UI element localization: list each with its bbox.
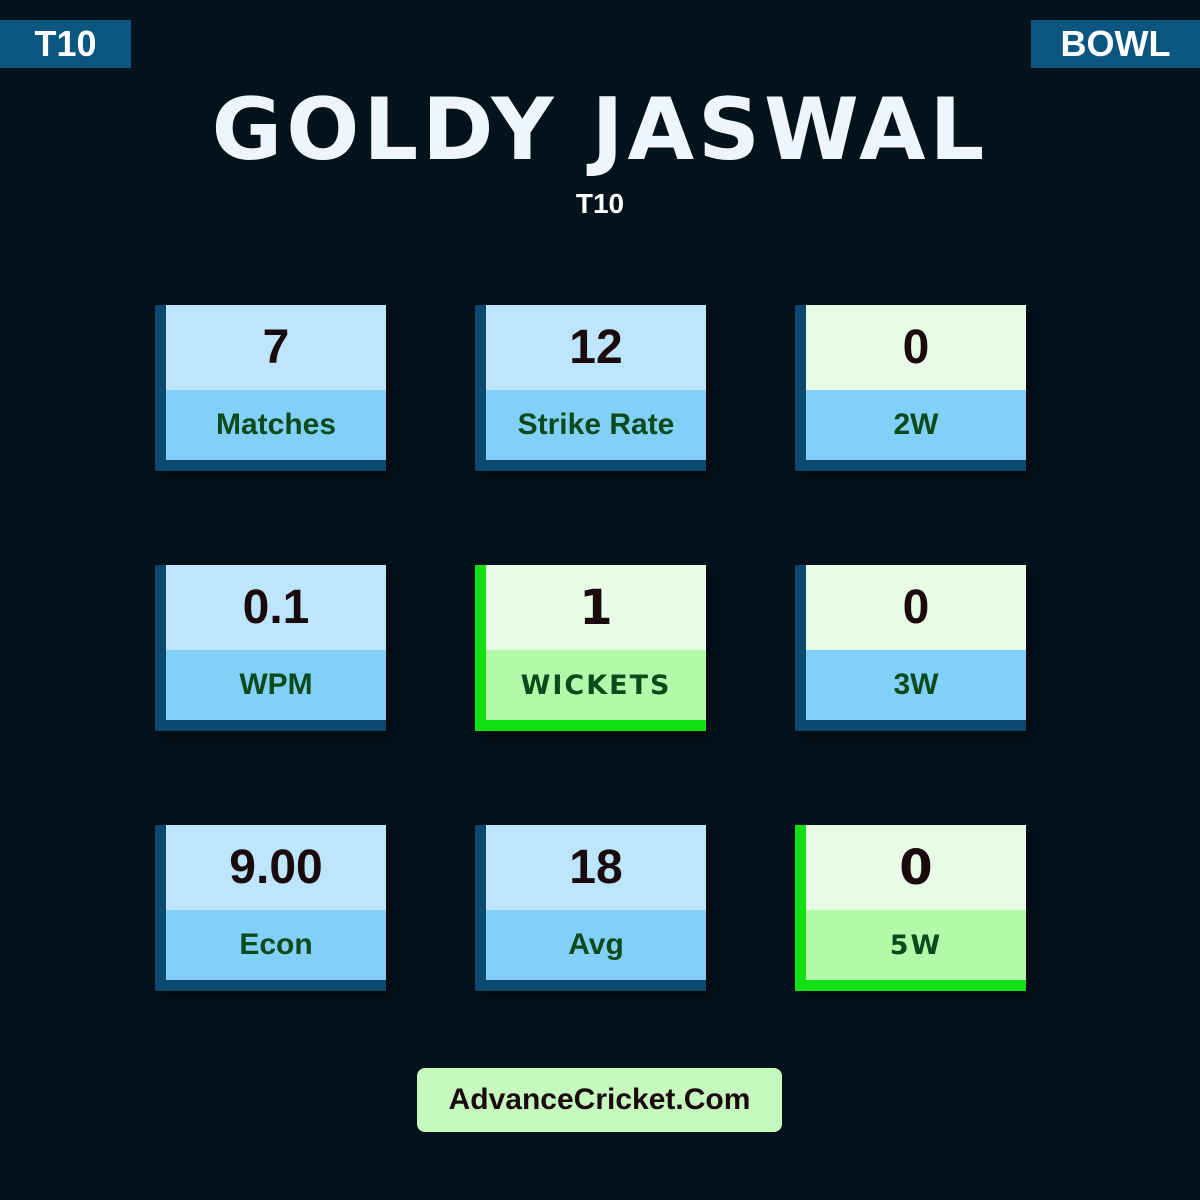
stat-value: 18 xyxy=(486,825,706,910)
advancecricket-link[interactable]: AdvanceCricket.Com xyxy=(417,1068,782,1132)
stat-card-body: 18 Avg xyxy=(486,825,706,981)
stat-card-body: 0.1 WPM xyxy=(166,565,386,721)
stat-value: 0.1 xyxy=(166,565,386,650)
stat-card-3w: 0 3W xyxy=(795,565,1026,731)
role-badge: BOWL xyxy=(1031,20,1200,68)
stat-card-body: 9.00 Econ xyxy=(166,825,386,981)
stat-label: 3W xyxy=(806,650,1026,720)
stat-card-wickets: 1 WICKETS xyxy=(475,565,706,731)
stat-card-econ: 9.00 Econ xyxy=(155,825,386,991)
stat-card-body: 1 WICKETS xyxy=(486,565,706,721)
stat-value: 7 xyxy=(166,305,386,390)
stat-card-2w: 0 2W xyxy=(795,305,1026,471)
stat-value: 12 xyxy=(486,305,706,390)
stat-label: Econ xyxy=(166,910,386,980)
stat-value: 1 xyxy=(486,565,706,650)
stat-label: Strike Rate xyxy=(486,390,706,460)
stat-card-5w: 0 5W xyxy=(795,825,1026,991)
player-format: T10 xyxy=(575,188,625,219)
stat-card-matches: 7 Matches xyxy=(155,305,386,471)
stat-label: 2W xyxy=(806,390,1026,460)
player-name: GOLDY JASWAL xyxy=(211,80,989,180)
stat-card-avg: 18 Avg xyxy=(475,825,706,991)
stat-card-body: 0 5W xyxy=(806,825,1026,981)
stat-value: 0 xyxy=(806,565,1026,650)
stat-card-wpm: 0.1 WPM xyxy=(155,565,386,731)
stat-card-body: 0 2W xyxy=(806,305,1026,461)
stat-label: Matches xyxy=(166,390,386,460)
stat-card-body: 0 3W xyxy=(806,565,1026,721)
stat-label: WPM xyxy=(166,650,386,720)
stat-card-strike-rate: 12 Strike Rate xyxy=(475,305,706,471)
stat-label: WICKETS xyxy=(486,650,706,720)
stat-value: 9.00 xyxy=(166,825,386,910)
stat-label: Avg xyxy=(486,910,706,980)
stat-value: 0 xyxy=(806,825,1026,910)
stat-value: 0 xyxy=(806,305,1026,390)
stat-label: 5W xyxy=(806,910,1026,980)
stat-card-body: 7 Matches xyxy=(166,305,386,461)
stat-card-body: 12 Strike Rate xyxy=(486,305,706,461)
format-badge: T10 xyxy=(0,20,131,68)
